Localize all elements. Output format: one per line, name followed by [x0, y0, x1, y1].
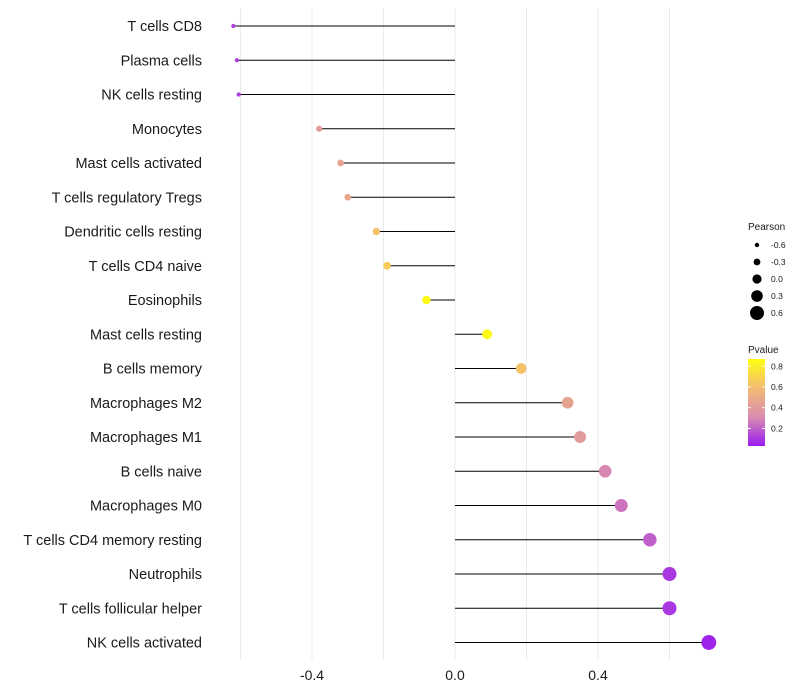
color-legend-title: Pvalue [748, 345, 779, 356]
size-legend-label: -0.3 [771, 257, 786, 267]
data-point [614, 499, 628, 512]
data-point [662, 567, 677, 581]
data-point [344, 193, 352, 201]
data-point [515, 363, 527, 374]
category-label: T cells follicular helper [59, 601, 202, 617]
category-label: Plasma cells [121, 53, 202, 69]
data-point [372, 227, 381, 236]
category-label: Mast cells activated [75, 156, 202, 172]
category-label: B cells memory [103, 362, 203, 378]
data-point [316, 125, 323, 132]
x-axis-tick-labels: -0.4 0.0 0.4 [300, 667, 608, 683]
category-label: B cells naive [121, 464, 202, 480]
data-point [574, 431, 587, 443]
size-legend-label: 0.0 [771, 274, 783, 284]
data-point [662, 601, 677, 616]
size-legend-dot [750, 306, 764, 320]
category-label: Eosinophils [128, 293, 202, 309]
grid-lines [240, 8, 670, 660]
size-legend-dot [754, 242, 760, 248]
category-label: T cells CD4 naive [89, 259, 202, 275]
size-legend-dot [753, 258, 761, 266]
category-label: Macrophages M0 [90, 499, 202, 515]
data-point [383, 261, 391, 270]
data-point [337, 159, 344, 167]
color-legend-label: 0.8 [771, 361, 783, 371]
points [231, 23, 717, 650]
size-legend-label: -0.6 [771, 240, 786, 250]
category-label: NK cells resting [101, 88, 202, 104]
size-legend-dot [751, 290, 763, 302]
category-label: T cells CD4 memory resting [23, 533, 202, 549]
category-label: Macrophages M1 [90, 430, 202, 446]
data-point [561, 396, 574, 409]
size-legend-title: Pearson [748, 222, 785, 233]
size-legend-label: 0.3 [771, 291, 783, 301]
x-tick-label: 0.0 [445, 667, 465, 683]
color-legend-label: 0.2 [771, 423, 783, 433]
data-point [236, 92, 241, 97]
category-label: Monocytes [132, 122, 202, 138]
data-point [643, 532, 657, 547]
category-label: Neutrophils [129, 567, 202, 583]
data-point [598, 464, 612, 478]
category-label: T cells regulatory Tregs [52, 190, 202, 206]
size-legend-dot [752, 274, 762, 284]
data-point [231, 23, 236, 29]
x-tick-label: 0.4 [588, 667, 608, 683]
category-label: T cells CD8 [127, 19, 202, 35]
size-legend: Pearson -0.6 -0.3 0.0 0.3 0.6 [748, 222, 786, 320]
color-legend-label: 0.6 [771, 382, 783, 392]
size-legend-label: 0.6 [771, 308, 783, 318]
color-legend-bar [748, 359, 765, 446]
category-label: Dendritic cells resting [64, 225, 202, 241]
x-tick-label: -0.4 [300, 667, 324, 683]
data-point [701, 635, 717, 650]
data-point [482, 329, 493, 340]
category-label: Mast cells resting [90, 327, 202, 343]
data-point [422, 295, 431, 305]
data-point [234, 58, 240, 63]
color-legend-label: 0.4 [771, 403, 783, 413]
category-labels: T cells CD8 Plasma cells NK cells resting M… [23, 19, 202, 652]
category-label: NK cells activated [87, 636, 202, 652]
color-legend: Pvalue 0.2 0.4 0.6 0.8 [748, 345, 783, 446]
category-label: Macrophages M2 [90, 396, 202, 412]
stems [233, 25, 709, 643]
